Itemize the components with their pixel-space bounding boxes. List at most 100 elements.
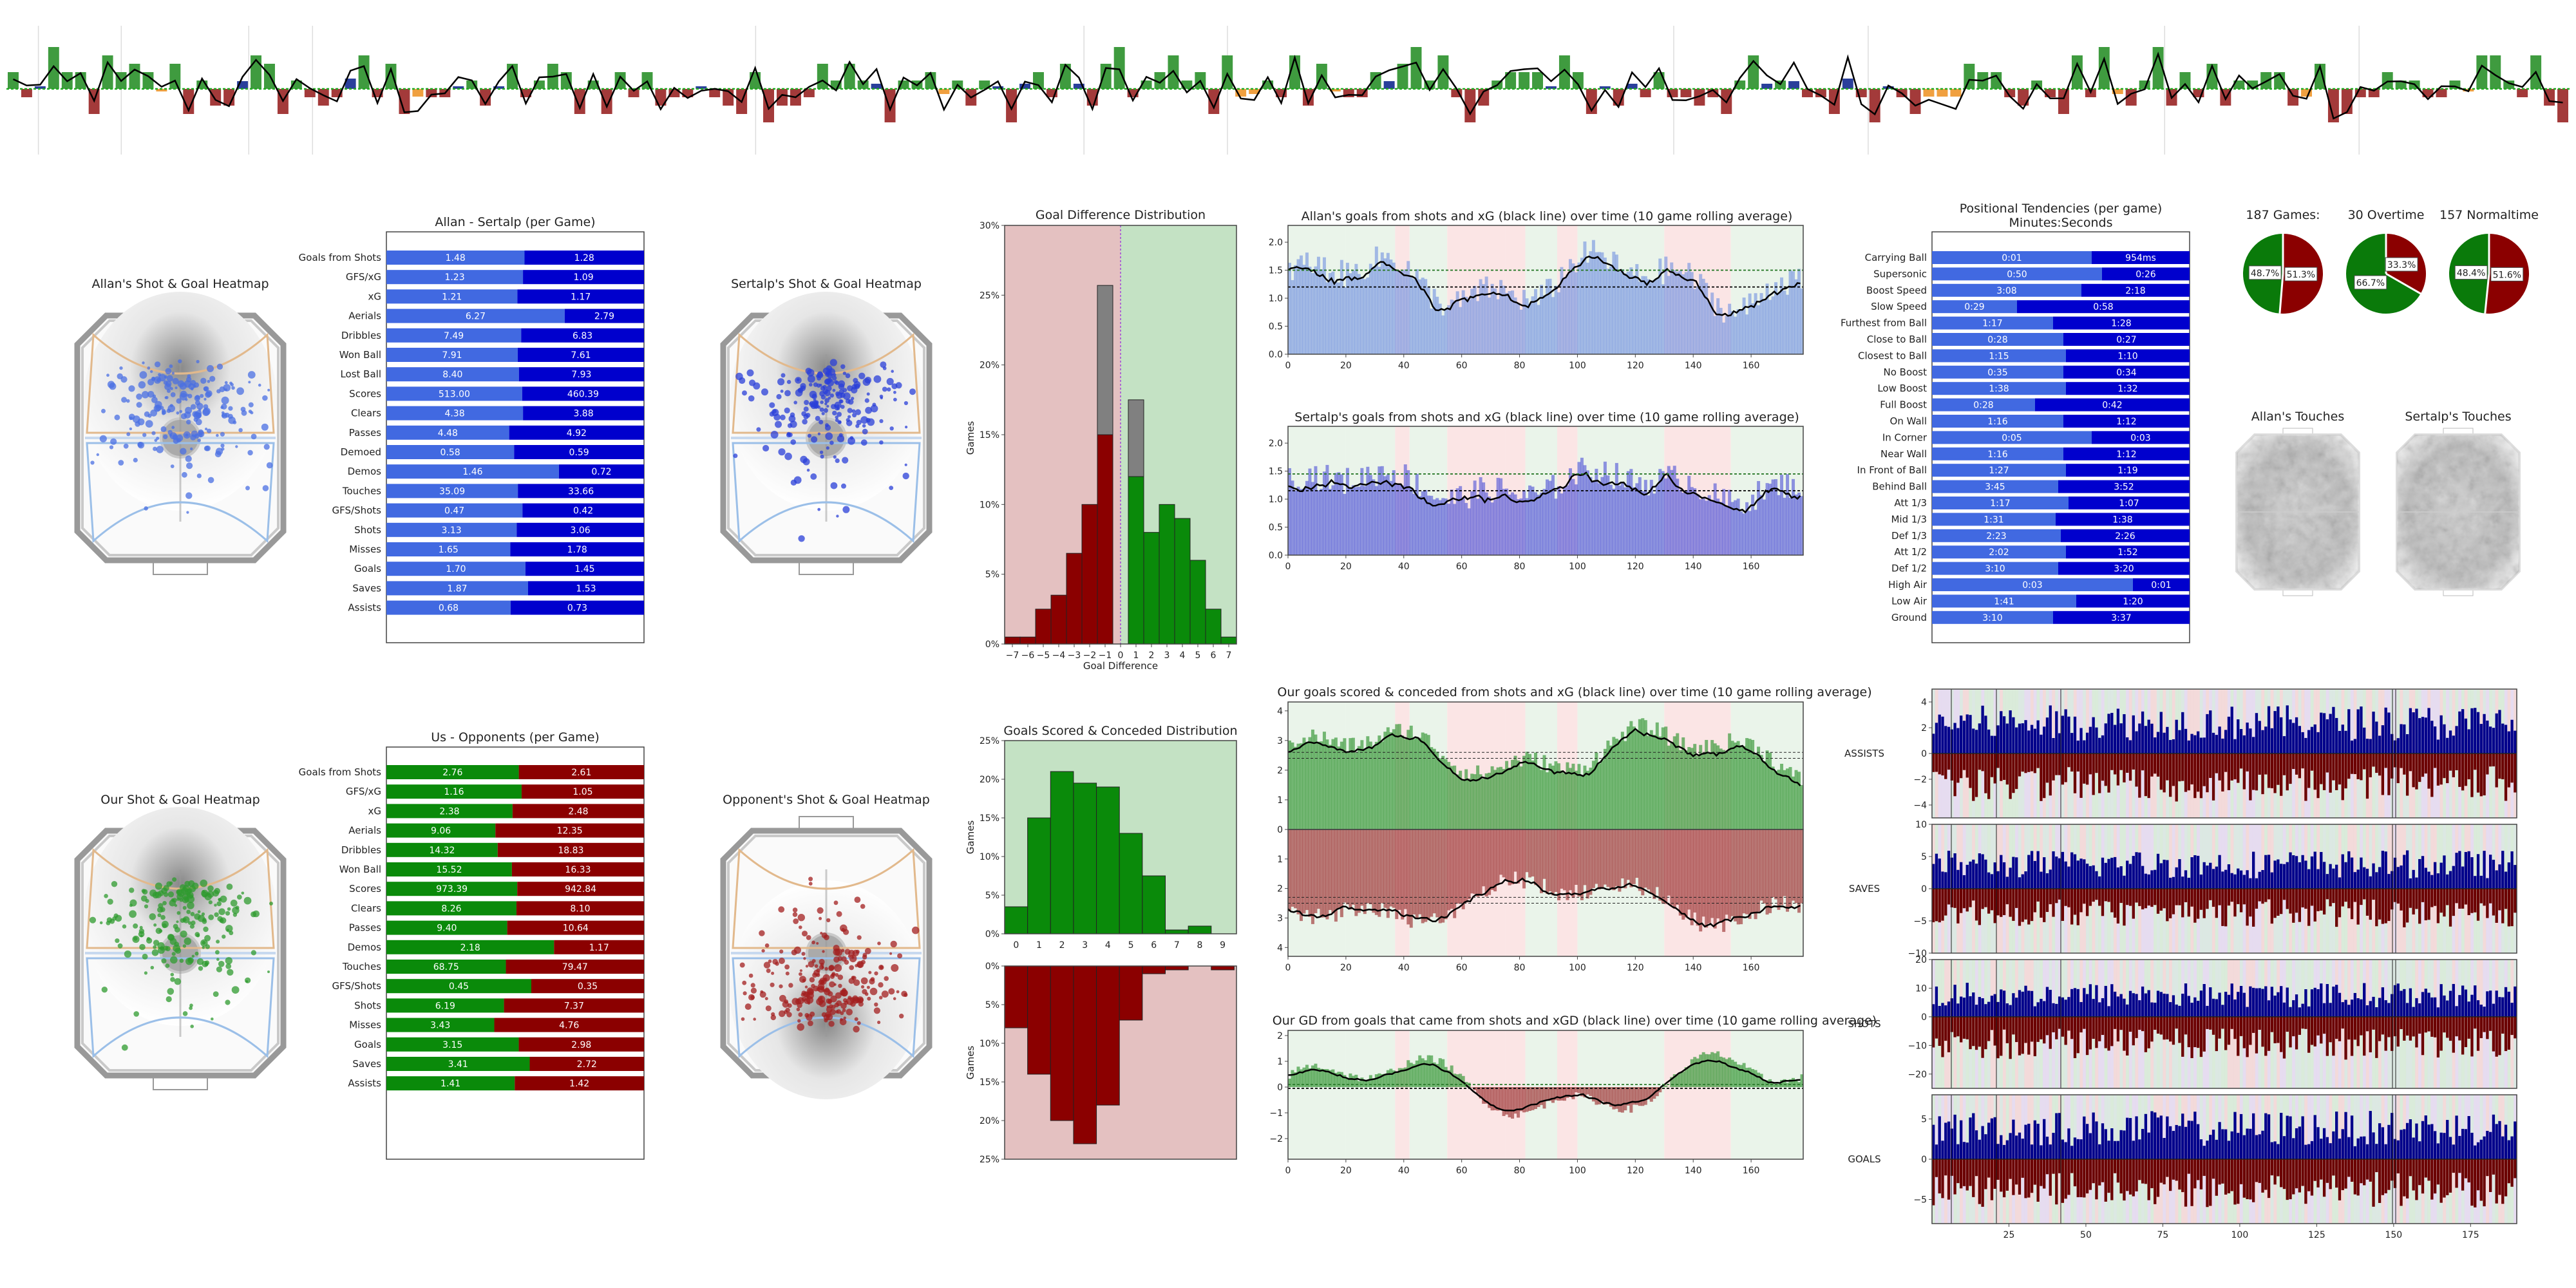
event-bar-negative (1932, 889, 1935, 923)
positional-bar-right (2076, 594, 2190, 608)
scored-area (1374, 741, 1378, 829)
gd-xtick-label: −5 (1037, 650, 1050, 661)
conceded-area (1719, 829, 1723, 923)
event-bar-positive (2221, 1005, 2224, 1017)
ts-bar (1320, 489, 1323, 555)
event-bar-negative (2033, 1016, 2037, 1057)
ts-bar (1658, 258, 1662, 354)
ts-bar (1716, 498, 1720, 555)
event-bar-negative (2495, 753, 2498, 788)
gd-area (1397, 1068, 1401, 1087)
shot-dot (832, 388, 836, 392)
event-bar-negative (2421, 1159, 2425, 1194)
event-bar-positive (1978, 997, 1981, 1017)
event-bar-negative (2024, 889, 2027, 920)
event-bar-positive (2211, 998, 2215, 1017)
shot-dot (877, 942, 881, 945)
shot-dot (213, 991, 219, 997)
event-bar-negative (2079, 1159, 2083, 1198)
positional-bar-right (2081, 283, 2190, 297)
ts-bar (1678, 489, 1682, 555)
stat-bar-left (386, 842, 498, 857)
shot-dot (854, 896, 861, 903)
ts-bar (1667, 466, 1671, 555)
event-bar-positive (2190, 857, 2193, 889)
shot-dot (778, 958, 785, 964)
event-bar-positive (2258, 1134, 2261, 1159)
event-bar-positive (1965, 864, 1969, 889)
stat-bar-right (516, 522, 644, 537)
team-xtick-label: 160 (1743, 963, 1760, 973)
ts-bar (1412, 279, 1416, 354)
event-bar-positive (2455, 853, 2458, 889)
timeline-bar (480, 89, 491, 106)
conceded-area (1424, 829, 1428, 922)
ts-bar (1345, 262, 1349, 354)
event-ytick-label: 5 (1921, 852, 1927, 862)
event-bar-positive (2427, 992, 2430, 1017)
gd-area (1308, 1068, 1312, 1087)
shot-dot (135, 421, 140, 427)
event-bar-positive (2076, 989, 2079, 1017)
ts-ytick-label: 0.5 (1269, 322, 1283, 332)
event-bar-negative (2418, 1159, 2421, 1186)
conceded-area (1395, 829, 1399, 920)
shot-dot (211, 1018, 214, 1021)
event-bar-positive (2479, 875, 2483, 889)
ts-bar (1751, 495, 1755, 555)
timeline-bar (1599, 86, 1611, 89)
event-bar-negative (2116, 1159, 2120, 1183)
event-bar-positive (2018, 723, 2022, 753)
scored-area (1424, 734, 1428, 829)
scored-area (1406, 730, 1410, 829)
shot-dot (844, 1000, 849, 1005)
timeline-bar (1073, 84, 1084, 89)
event-bar-negative (2070, 753, 2074, 772)
stat-label: Demoed (341, 446, 381, 458)
event-bar-negative (2199, 889, 2203, 910)
event-bar-negative (2211, 1159, 2215, 1179)
event-bar-positive (2313, 987, 2316, 1017)
ts-bar (1482, 284, 1486, 354)
positional-bar-left (1932, 529, 2061, 542)
event-bar-negative (2199, 753, 2203, 799)
shot-dot (893, 397, 897, 402)
ts-bar (1615, 254, 1618, 354)
ts-bar (1620, 482, 1624, 555)
event-bar-negative (2467, 889, 2470, 916)
shot-dot (784, 407, 790, 414)
timeline-bar (696, 86, 707, 89)
gd-area (1696, 1058, 1700, 1087)
event-bar-positive (2338, 1139, 2342, 1159)
ts-ytick-label: 2.0 (1269, 439, 1283, 449)
conceded-area (1765, 829, 1769, 915)
event-bar-negative (2209, 1016, 2212, 1030)
gd-area (1800, 1074, 1804, 1087)
stat-value-right: 1.45 (574, 564, 594, 574)
conceded-area (1560, 829, 1564, 889)
shot-dot (826, 918, 831, 923)
event-bar-positive (2270, 728, 2273, 753)
gd-area (1484, 1087, 1488, 1104)
shot-dot (879, 419, 884, 424)
event-bar-positive (2335, 864, 2338, 889)
timeline-bar (2503, 80, 2515, 89)
event-bar-positive (2015, 1135, 2018, 1159)
shot-dot (742, 980, 747, 985)
shot-dot (200, 879, 208, 887)
heatmap-title-us: Our Shot & Goal Heatmap (100, 793, 260, 807)
event-bar-positive (2009, 1133, 2012, 1159)
ts-bar (1464, 502, 1468, 555)
event-ytick-label: −10 (1908, 1041, 1927, 1051)
scored-frame (1004, 740, 1237, 934)
event-bar-positive (2045, 873, 2049, 889)
conceded-area (1780, 829, 1784, 905)
event-bar-positive (2273, 995, 2277, 1017)
ts-bar (1687, 475, 1691, 555)
event-bar-negative (2365, 1159, 2369, 1180)
positional-label: Att 1/3 (1894, 497, 1927, 509)
ts-bar (1701, 278, 1705, 354)
event-bar-positive (2304, 860, 2307, 889)
event-bar-negative (2104, 1016, 2107, 1048)
positional-label: High Air (1888, 579, 1927, 591)
